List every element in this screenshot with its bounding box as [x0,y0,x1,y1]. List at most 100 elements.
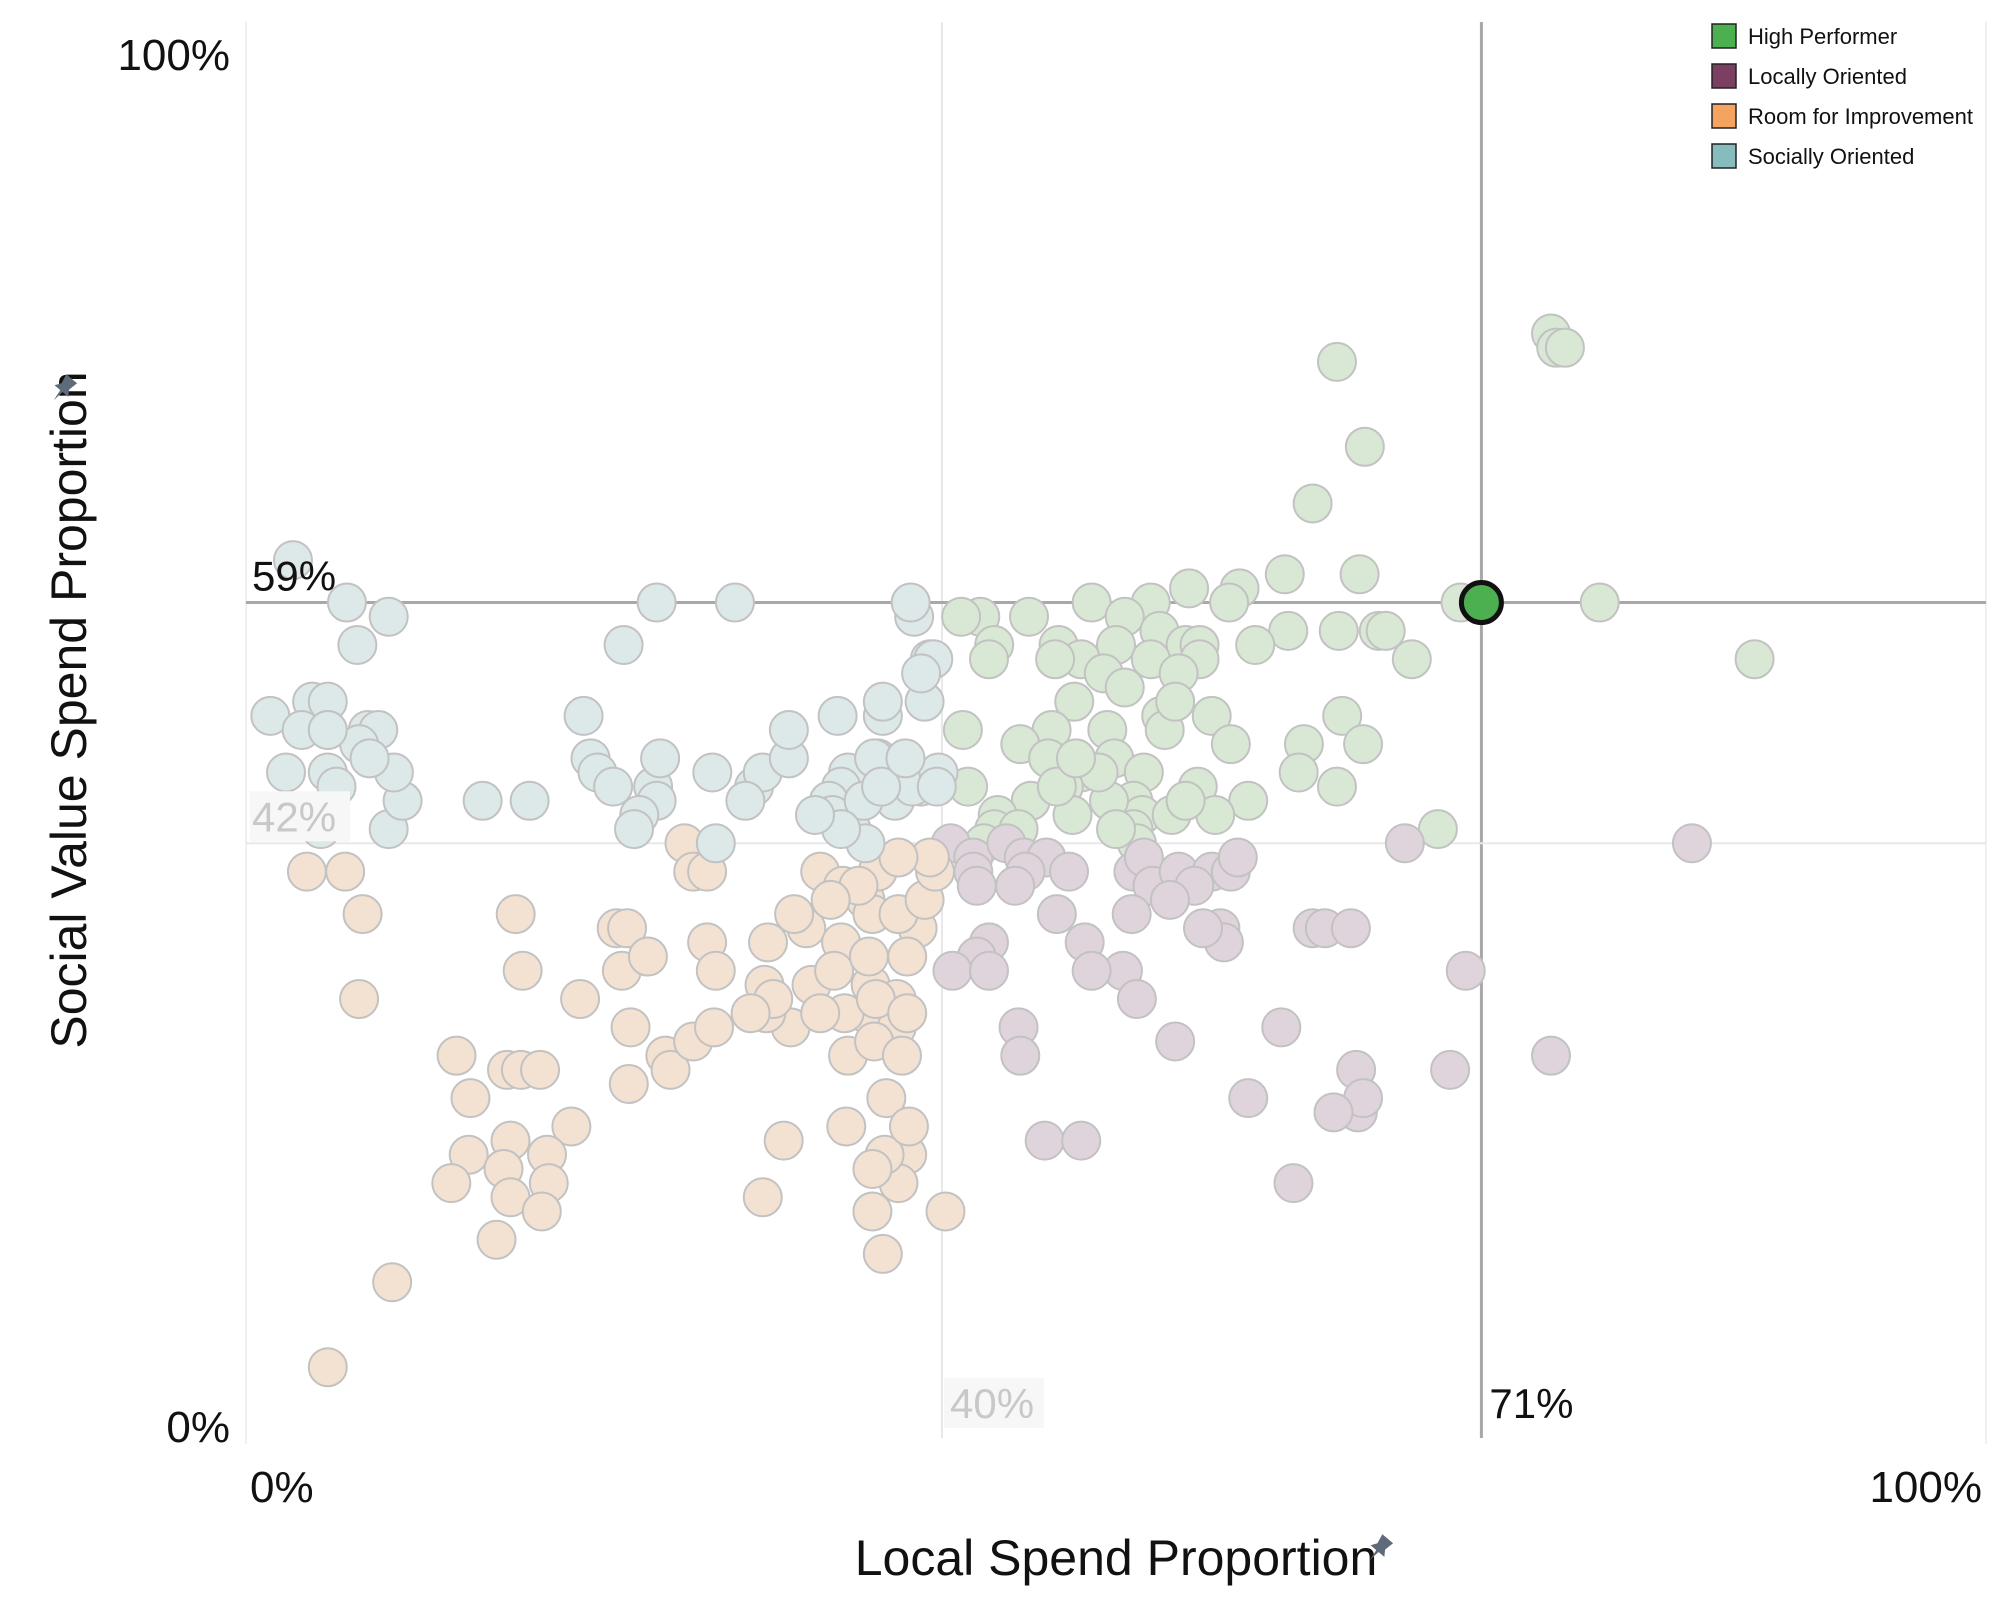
scatter-point[interactable] [1104,667,1145,708]
scatter-point[interactable] [885,738,926,779]
scatter-point[interactable] [1061,1120,1102,1161]
scatter-point[interactable] [932,950,973,991]
scatter-point[interactable] [888,1106,929,1147]
scatter-point[interactable] [1217,837,1258,878]
scatter-point[interactable] [614,809,655,850]
scatter-point[interactable] [817,695,858,736]
scatter-point[interactable] [862,1233,903,1274]
scatter-point[interactable] [1292,483,1333,524]
scatter-point[interactable] [436,1035,477,1076]
scatter-point[interactable] [349,738,390,779]
y-axis-pin-icon[interactable] [47,373,79,406]
scatter-point[interactable] [730,993,771,1034]
scatter-point[interactable] [1313,1092,1354,1133]
scatter-point[interactable] [942,710,983,750]
scatter-point[interactable] [325,851,366,892]
scatter-point[interactable] [286,851,327,892]
scatter-point[interactable] [725,780,766,821]
scatter-point[interactable] [608,1064,649,1104]
scatter-point[interactable] [368,596,409,637]
scatter-point[interactable] [607,908,648,949]
scatter-point[interactable] [342,894,383,935]
scatter-point[interactable] [881,1035,922,1076]
scatter-point[interactable] [521,1191,562,1232]
scatter-point[interactable] [1278,752,1319,793]
scatter-point[interactable] [1330,908,1371,949]
scatter-point[interactable] [502,950,543,991]
scatter-point[interactable] [650,1049,691,1090]
scatter-point[interactable] [748,922,788,963]
scatter-point[interactable] [1430,1049,1471,1090]
scatter-point[interactable] [1155,1021,1196,1062]
scatter-point[interactable] [692,752,733,793]
scatter-point[interactable] [1316,341,1357,382]
scatter-point[interactable] [1316,766,1357,807]
scatter-point[interactable] [1445,950,1486,991]
scatter-point[interactable] [1035,639,1076,680]
scatter-point[interactable] [794,794,835,835]
scatter-point[interactable] [768,710,809,750]
scatter-point[interactable] [1391,639,1432,680]
scatter-point[interactable] [1261,1007,1302,1048]
scatter-point[interactable] [560,979,601,1020]
scatter-point[interactable] [774,894,815,935]
scatter-point[interactable] [1054,681,1095,722]
scatter-point[interactable] [1531,1035,1571,1076]
scatter-point[interactable] [1228,1078,1269,1119]
scatter-point[interactable] [431,1163,472,1204]
scatter-point[interactable] [1071,950,1112,991]
x-axis-pin-icon[interactable] [1363,1533,1395,1566]
scatter-point[interactable] [852,1191,893,1232]
scatter-point[interactable] [1165,780,1206,821]
scatter-point[interactable] [326,582,367,623]
scatter-point[interactable] [848,936,889,977]
scatter-point[interactable] [551,1106,592,1147]
scatter-point[interactable] [694,1007,735,1048]
scatter-point[interactable] [1036,894,1077,935]
scatter-point[interactable] [563,695,604,736]
scatter-point[interactable] [450,1078,491,1119]
scatter-point[interactable] [1036,766,1077,807]
scatter-point[interactable] [956,865,997,906]
scatter-point[interactable] [810,879,851,920]
scatter-point[interactable] [968,950,1009,991]
scatter-point[interactable] [714,582,755,623]
scatter-point[interactable] [1579,582,1620,623]
scatter-point[interactable] [1264,554,1305,595]
scatter-point[interactable] [1344,426,1385,467]
legend-item[interactable]: Socially Oriented [1711,143,1914,169]
scatter-point[interactable] [1149,879,1190,920]
scatter-point[interactable] [307,710,348,750]
scatter-point[interactable] [1318,610,1359,651]
scatter-point[interactable] [695,950,736,991]
scatter-point[interactable] [1671,823,1712,864]
scatter-point[interactable] [520,1049,561,1090]
scatter-point[interactable] [1209,582,1250,623]
scatter-point[interactable] [1116,979,1157,1020]
scatter-point[interactable] [593,766,634,807]
scatter-point[interactable] [941,596,982,637]
scatter-point[interactable] [1544,327,1585,368]
scatter-point[interactable] [890,582,931,623]
scatter-point[interactable] [916,766,957,807]
legend-item[interactable]: Locally Oriented [1711,63,1907,89]
scatter-point[interactable] [1339,554,1380,595]
scatter-point[interactable] [1049,851,1090,892]
scatter-point[interactable] [1210,724,1251,765]
scatter-point[interactable] [1235,625,1276,666]
scatter-point[interactable] [337,625,378,666]
scatter-point[interactable] [742,1177,783,1218]
scatter-point[interactable] [925,1191,966,1232]
scatter-point[interactable] [627,936,668,977]
scatter-point[interactable] [1055,738,1096,779]
scatter-point[interactable] [1169,568,1210,609]
scatter-point[interactable] [887,993,928,1034]
scatter-point[interactable] [866,1078,907,1119]
scatter-point[interactable] [1111,894,1152,935]
scatter-point[interactable] [307,1347,348,1388]
scatter-point[interactable] [1734,639,1775,680]
scatter-point[interactable] [1273,1163,1314,1204]
scatter-point[interactable] [800,993,841,1034]
scatter-point[interactable] [509,780,550,821]
scatter-point[interactable] [826,1106,867,1147]
